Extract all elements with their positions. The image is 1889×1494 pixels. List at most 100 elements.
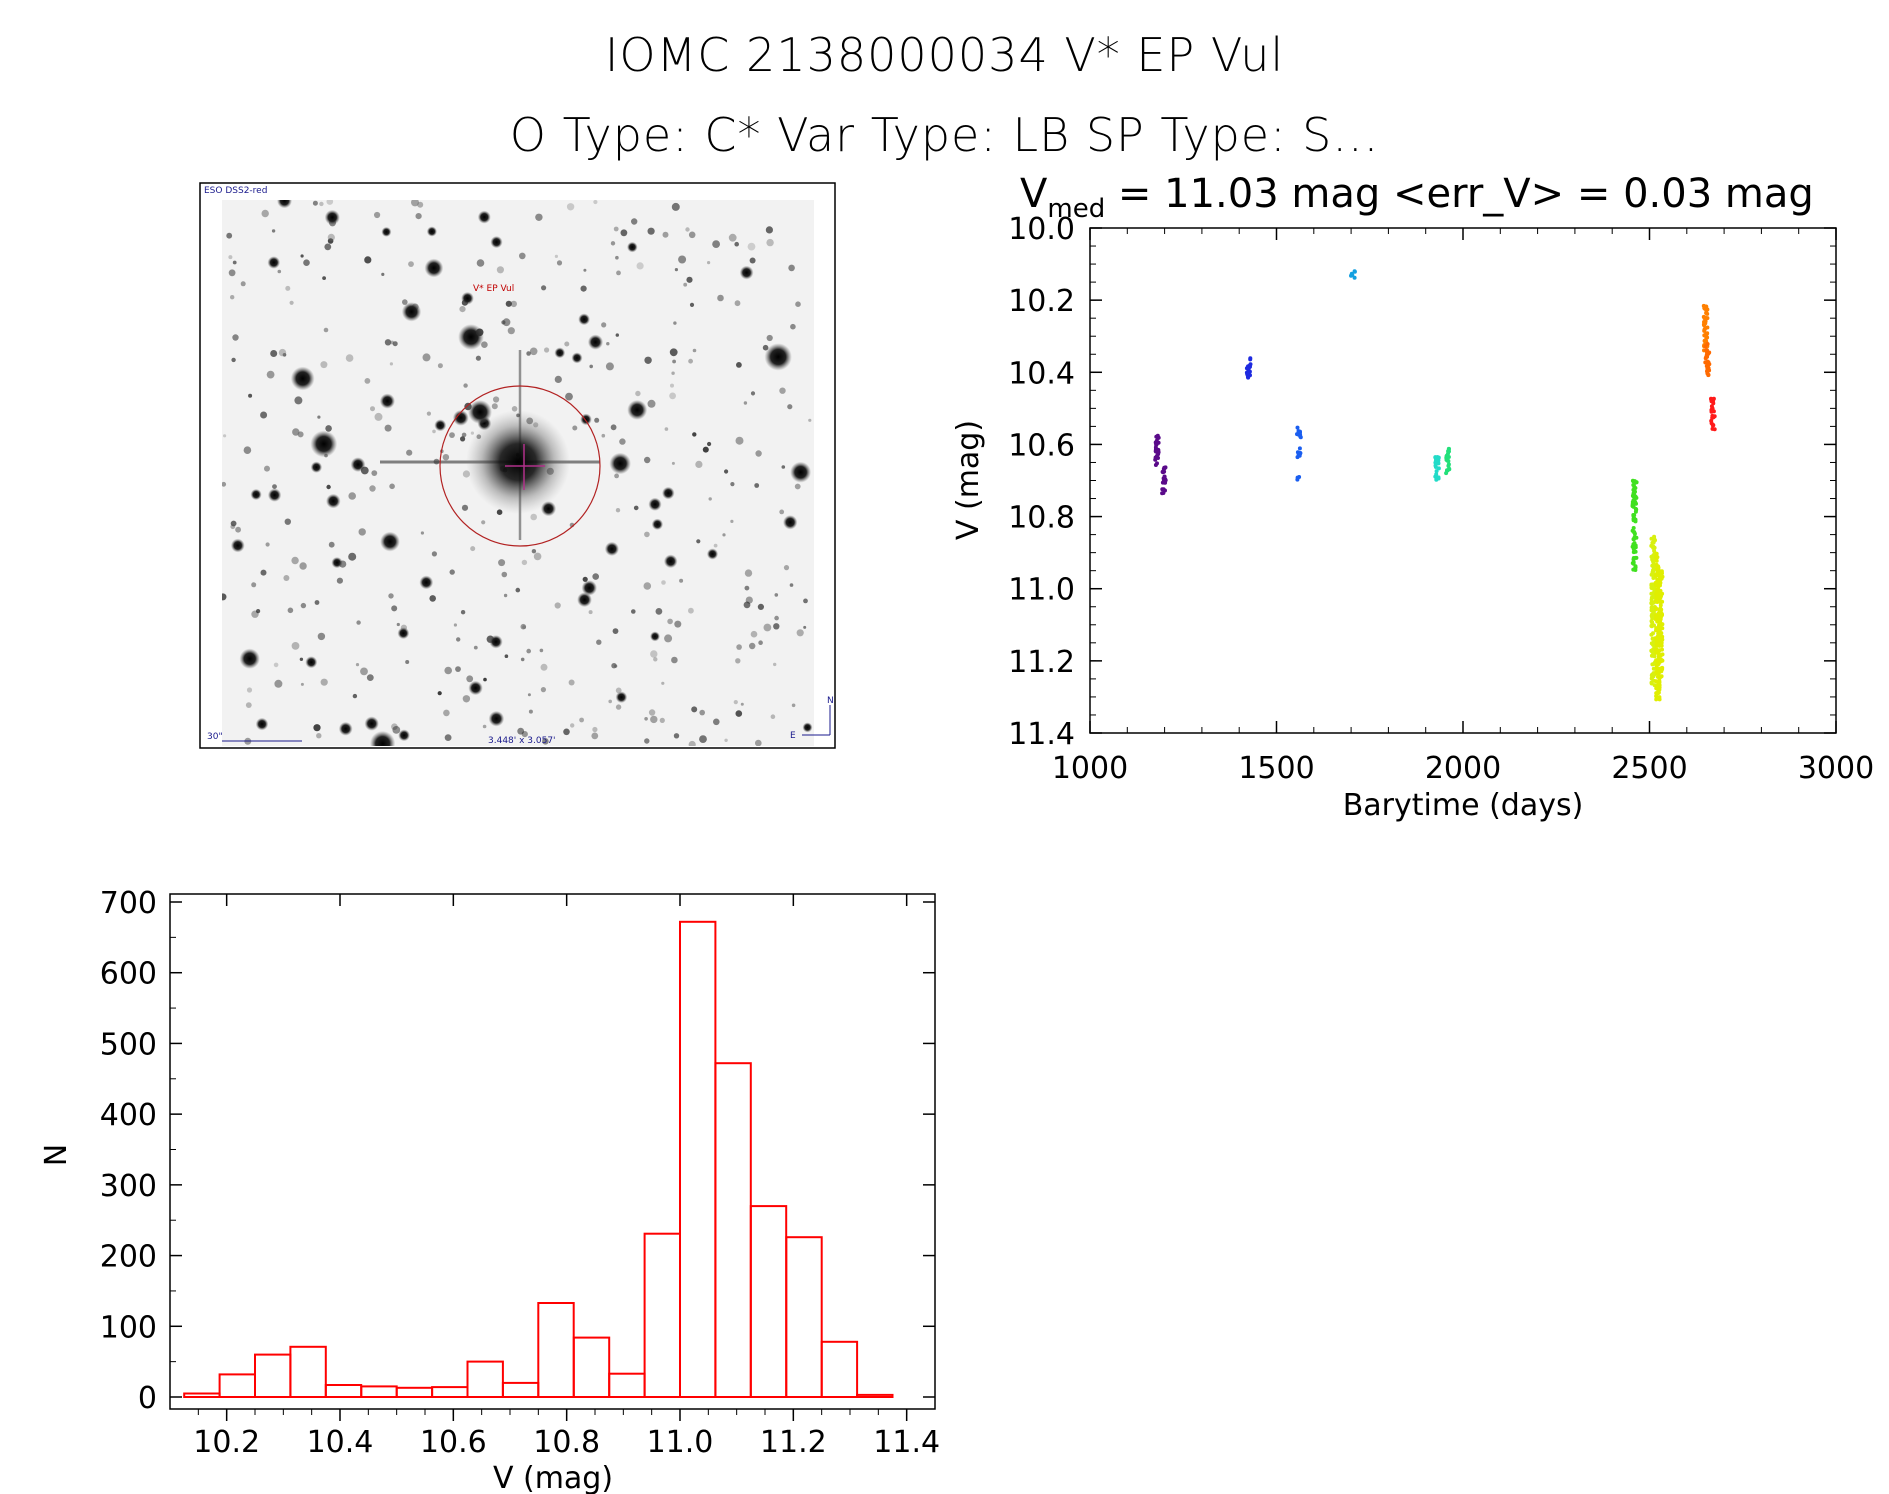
field-star [322,276,326,280]
lc-point [1632,545,1637,550]
lc-point [1298,429,1302,434]
field-star [615,255,619,260]
hist-xtick-label: 11.2 [760,1425,827,1460]
field-star [664,634,673,643]
field-star [388,593,394,599]
field-star [319,201,324,207]
field-star [787,404,793,410]
field-star [266,370,275,379]
lc-point [1631,483,1636,487]
field-star [779,387,786,394]
field-star [581,580,597,596]
field-star [507,327,515,335]
field-star [360,466,369,475]
field-star [774,615,779,621]
field-star [230,295,235,300]
lc-point [1654,551,1659,556]
field-star [352,693,358,699]
field-star [808,418,812,422]
hist-bar [289,1345,327,1399]
field-star [299,562,307,570]
field-star [766,334,773,342]
hist-bar [537,1302,575,1398]
lc-point [1703,316,1708,321]
field-star [611,663,617,669]
field-star [462,695,471,703]
lc-ytick-label: 10.2 [1008,284,1075,319]
lc-point [1657,581,1662,586]
field-star [510,300,517,308]
lc-point [1653,573,1658,578]
field-star [791,703,796,708]
field-star [317,632,326,641]
field-star [570,723,575,728]
field-star [230,538,245,553]
lc-point [1632,518,1636,522]
field-star [364,378,371,384]
field-star [505,300,512,307]
lc-point [1658,643,1663,648]
field-star [327,233,335,241]
field-star [429,595,437,602]
field-star [420,531,424,535]
field-star [596,639,602,645]
field-star [633,505,639,511]
field-star [712,240,720,249]
field-star [396,622,400,627]
lc-point [1654,557,1659,562]
field-star [521,559,528,566]
field-star [647,227,655,235]
field-star [243,446,252,455]
field-star [392,726,401,734]
field-star [743,401,748,405]
compass-east-label: E [790,731,796,741]
lc-point [1657,623,1661,628]
lc-xtick-label: 1500 [1238,751,1314,786]
lc-ytick-label: 11.0 [1008,573,1075,608]
field-star [272,484,277,489]
field-star [468,680,483,696]
field-star [251,610,259,618]
field-star [437,691,442,696]
field-star [745,596,753,604]
lc-point [1433,455,1438,460]
title-v: V [1020,171,1048,217]
field-star [765,226,774,234]
lc-point [1631,491,1636,496]
field-star [671,461,675,465]
field-star [369,730,396,746]
lc-point [1248,364,1252,369]
field-star [434,419,447,432]
lc-point [1706,372,1711,377]
field-star [461,432,467,438]
field-star [405,660,410,664]
field-star [379,393,395,409]
lc-point [1652,545,1657,550]
field-star [324,243,332,251]
field-star [688,358,693,364]
field-star [270,350,278,357]
light-curve-ylabel: V (mag) [951,420,986,540]
hist-bar [183,1392,221,1398]
field-star [749,257,756,264]
field-star [491,403,498,410]
field-star [688,740,696,746]
field-star [577,592,592,608]
field-star [686,276,693,283]
lc-point [1295,425,1300,430]
field-star [267,488,282,502]
title-rest: = 11.03 mag <err_V> = 0.03 mag [1105,171,1814,217]
field-star [610,424,617,431]
field-star [648,709,656,716]
field-star [460,610,466,615]
field-star [650,715,658,724]
hist-bar [714,1062,752,1398]
field-star [758,640,763,645]
field-star [662,486,675,500]
field-star [277,269,282,274]
lc-point [1631,550,1636,555]
field-star [580,285,587,292]
lc-point [1710,406,1715,411]
lc-point [1660,647,1664,652]
field-star [287,607,294,614]
